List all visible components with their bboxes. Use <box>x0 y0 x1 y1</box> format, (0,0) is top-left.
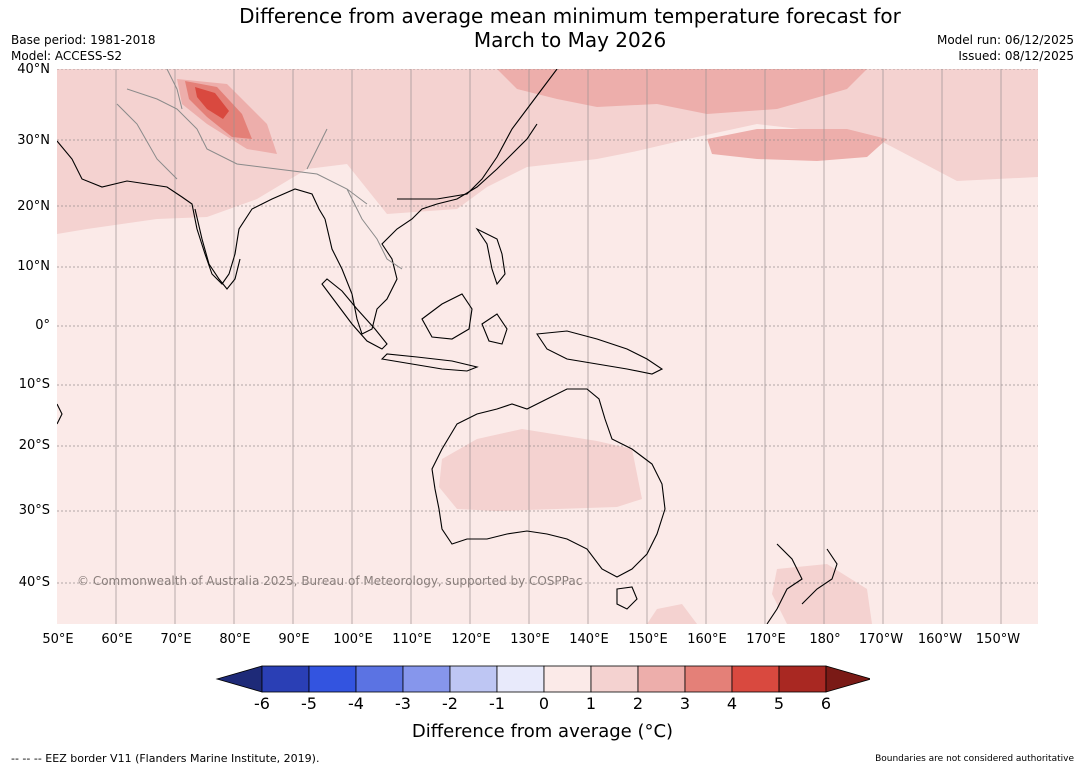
country-borders <box>116 69 403 270</box>
colorbar-tick-label: -4 <box>348 694 364 713</box>
colorbar-cell <box>731 665 780 693</box>
colorbar-cell <box>402 665 451 693</box>
colorbar-cell <box>637 665 686 693</box>
lon-label-170e: 170°E <box>746 632 786 647</box>
colorbar-tick-label: -1 <box>489 694 505 713</box>
colorbar-cell <box>308 665 357 693</box>
anomaly-region-south <box>647 604 697 624</box>
lon-label-80e: 80°E <box>219 632 251 647</box>
colorbar-tick-label: 0 <box>538 694 550 713</box>
lat-label-30s: 30°S <box>18 503 50 518</box>
colorbar-cell <box>590 665 639 693</box>
map-title-line2: March to May 2026 <box>473 28 667 52</box>
colorbar-tick-label: 2 <box>632 694 644 713</box>
lat-label-0: 0° <box>35 318 50 333</box>
base-period: Base period: 1981-2018 <box>11 33 156 47</box>
coastlines <box>57 69 838 624</box>
anomaly-region-asia <box>57 69 1038 234</box>
coast-sulawesi <box>481 313 508 345</box>
lon-label-150e: 150°E <box>628 632 668 647</box>
coast-sumatra <box>321 278 388 350</box>
lon-label-180: 180° <box>809 632 841 647</box>
colorbar-cell <box>778 665 827 693</box>
colorbar-cell <box>684 665 733 693</box>
map-title-line1: Difference from average mean minimum tem… <box>239 4 901 28</box>
anomaly-region-tibet-peak <box>195 87 229 119</box>
issued-date: Issued: 08/12/2025 <box>958 49 1074 63</box>
copyright-notice: © Commonwealth of Australia 2025, Bureau… <box>77 574 583 588</box>
coast-tasmania <box>616 586 638 610</box>
lon-label-90e: 90°E <box>278 632 310 647</box>
colorbar-tick-label: 3 <box>679 694 691 713</box>
colorbar-tick-label: -2 <box>442 694 458 713</box>
colorbar-cell <box>496 665 545 693</box>
map-panel <box>57 69 1038 624</box>
colorbar-tick-label: -6 <box>254 694 270 713</box>
anomaly-region-australia <box>439 429 642 511</box>
colorbar-extend-low <box>215 665 263 693</box>
lat-label-20s: 20°S <box>18 438 50 453</box>
eez-border-note: -- -- -- EEZ border V11 (Flanders Marine… <box>11 752 320 765</box>
coast-india-peninsula <box>194 208 241 290</box>
colorbar-tick-label: 1 <box>585 694 597 713</box>
lon-label-60e: 60°E <box>101 632 133 647</box>
coast-borneo <box>421 293 473 340</box>
lon-label-120e: 120°E <box>451 632 491 647</box>
lon-label-160e: 160°E <box>687 632 727 647</box>
coast-madagascar <box>57 403 63 425</box>
lon-label-140e: 140°E <box>569 632 609 647</box>
lat-label-40n: 40°N <box>17 62 50 77</box>
lat-label-20n: 20°N <box>17 199 50 214</box>
coast-java <box>380 353 479 372</box>
model-name: Model: ACCESS-S2 <box>11 49 123 63</box>
anomaly-region-east <box>707 129 887 161</box>
lon-label-150w: 150°W <box>975 632 1021 647</box>
colorbar <box>215 665 870 693</box>
boundaries-disclaimer: Boundaries are not considered authoritat… <box>875 754 1074 764</box>
map-title: Difference from average mean minimum tem… <box>0 4 1085 52</box>
lon-label-50e: 50°E <box>42 632 74 647</box>
lon-label-170w: 170°W <box>858 632 904 647</box>
coast-new-zealand <box>766 543 838 624</box>
lat-label-30n: 30°N <box>17 133 50 148</box>
colorbar-cell <box>449 665 498 693</box>
map-gridlines <box>57 69 1038 624</box>
colorbar-cell <box>355 665 404 693</box>
colorbar-cell <box>261 665 310 693</box>
meta-right: Model run: 06/12/2025 Issued: 08/12/2025 <box>937 32 1074 64</box>
coast-new-guinea <box>536 330 664 375</box>
lon-label-130e: 130°E <box>510 632 550 647</box>
colorbar-tick-label: 5 <box>773 694 785 713</box>
colorbar-tick-label: -3 <box>395 694 411 713</box>
colorbar-label: Difference from average (°C) <box>411 721 674 742</box>
coast-philippines <box>475 227 506 286</box>
model-run: Model run: 06/12/2025 <box>936 33 1074 47</box>
coast-australia <box>431 388 666 578</box>
colorbar-tick-label: 4 <box>726 694 738 713</box>
colorbar-cell <box>543 665 592 693</box>
lon-label-100e: 100°E <box>333 632 373 647</box>
lon-label-110e: 110°E <box>392 632 432 647</box>
coast-china <box>397 69 558 200</box>
colorbar-tick-label: -5 <box>301 694 317 713</box>
lat-label-40s: 40°S <box>18 575 50 590</box>
map-svg <box>57 69 1038 624</box>
lon-label-70e: 70°E <box>160 632 192 647</box>
lat-label-10n: 10°N <box>17 259 50 274</box>
colorbar-extend-high <box>825 665 870 693</box>
anomaly-region-pacific-north <box>497 69 867 114</box>
meta-left: Base period: 1981-2018 Model: ACCESS-S2 <box>11 32 156 64</box>
colorbar-tick-label: 6 <box>820 694 832 713</box>
lat-label-10s: 10°S <box>18 377 50 392</box>
lon-label-160w: 160°W <box>917 632 963 647</box>
anomaly-region-nz <box>772 564 872 624</box>
